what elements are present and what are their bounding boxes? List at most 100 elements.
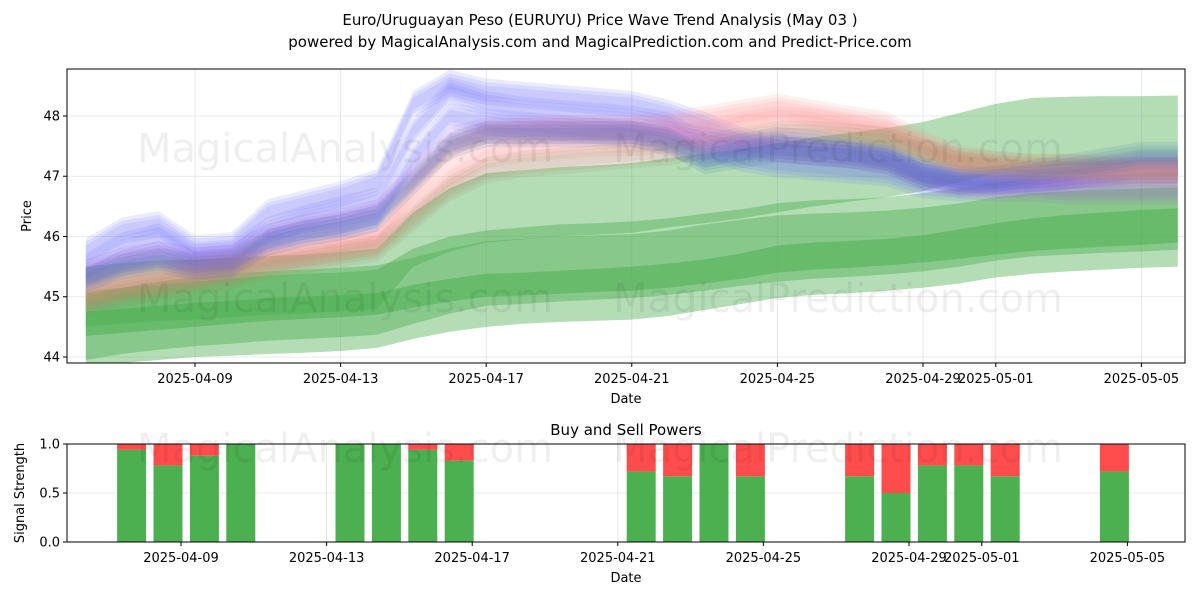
price-y-tick-label: 47 xyxy=(43,170,60,185)
watermark-prediction-top: MagicalPrediction.com xyxy=(613,126,1063,172)
watermark-prediction-bottom: MagicalPrediction.com xyxy=(613,426,1063,472)
price-x-tick-label: 2025-04-25 xyxy=(740,372,816,387)
buy-bar-2025-04-25 xyxy=(735,476,765,542)
signal-x-tick-label: 2025-04-09 xyxy=(143,551,219,566)
signal-x-tick-label: 2025-04-17 xyxy=(434,551,510,566)
signal-y-tick-label: 0.0 xyxy=(39,536,60,551)
signal-y-ticks: 0.0 0.5 1.0 xyxy=(39,438,67,551)
price-x-tick-label: 2025-05-05 xyxy=(1104,372,1180,387)
buy-bar-2025-04-11 xyxy=(226,444,256,542)
wave-series-5-band-1 xyxy=(85,105,1178,310)
signal-x-tick-label: 2025-04-13 xyxy=(289,551,365,566)
chart-title-line2: powered by MagicalAnalysis.com and Magic… xyxy=(288,33,912,51)
green-band-3 xyxy=(85,208,1178,336)
buy-bar-2025-04-16 xyxy=(408,449,438,542)
signal-y-tick-label: 0.5 xyxy=(39,487,60,502)
wave-series-4-band-2 xyxy=(85,97,1178,298)
green-band-4 xyxy=(85,172,1178,363)
signal-x-tick-label: 2025-04-25 xyxy=(726,551,802,566)
wave-series-6-band-1 xyxy=(85,120,1178,316)
wave-series-3-band-2 xyxy=(85,106,1178,292)
sell-bar-2025-05-01 xyxy=(954,444,984,466)
price-y-ticks: 44 45 46 47 48 xyxy=(43,109,67,365)
buy-bar-2025-04-09 xyxy=(153,465,183,542)
price-x-tick-label: 2025-04-21 xyxy=(594,372,670,387)
wave-series-3-band-3 xyxy=(85,110,1178,288)
watermark-analysis-mid: MagicalAnalysis.com xyxy=(137,276,553,322)
wave-series-5-band-2 xyxy=(85,109,1178,307)
buy-bar-2025-04-24 xyxy=(699,444,729,542)
buy-bar-2025-04-14 xyxy=(335,444,365,542)
price-y-tick-label: 46 xyxy=(43,230,60,245)
price-panel: MagicalAnalysis.com MagicalPrediction.co… xyxy=(20,68,1186,407)
price-grid xyxy=(67,69,1185,363)
sell-bar-2025-05-02 xyxy=(990,444,1020,477)
signal-x-tick-label: 2025-05-01 xyxy=(944,551,1020,566)
signal-y-tick-label: 1.0 xyxy=(39,438,60,453)
buy-bar-2025-05-01 xyxy=(954,465,984,542)
buy-bar-2025-04-28 xyxy=(845,476,875,542)
buy-bar-2025-04-17 xyxy=(444,460,474,542)
sell-bar-2025-04-25 xyxy=(735,444,765,477)
sell-bar-2025-04-28 xyxy=(845,444,875,477)
signal-x-tick-label: 2025-04-21 xyxy=(580,551,656,566)
wave-series-7-band-1 xyxy=(85,117,1178,286)
wave-series-4-band-3 xyxy=(85,100,1178,294)
price-x-tick-label: 2025-04-17 xyxy=(448,372,524,387)
sell-bar-2025-04-10 xyxy=(189,444,219,456)
buy-bar-2025-04-08 xyxy=(117,449,147,542)
chart-title-line1: Euro/Uruguayan Peso (EURUYU) Price Wave … xyxy=(342,11,857,29)
wave-series-1-band-2 xyxy=(85,73,1178,262)
wave-series-2-band-3 xyxy=(85,85,1178,273)
wave-series-8-band-2 xyxy=(85,124,1178,289)
price-y-tick-label: 48 xyxy=(43,109,60,124)
wave-series-1-band-1 xyxy=(85,69,1178,265)
price-x-ticks: 2025-04-09 2025-04-13 2025-04-17 2025-04-21… xyxy=(157,363,1179,387)
green-band-1 xyxy=(85,95,1178,327)
watermark-analysis-bottom: MagicalAnalysis.com xyxy=(137,426,553,472)
wave-series-7-band-2 xyxy=(85,121,1178,283)
wave-series-3-band-1 xyxy=(85,102,1178,295)
sell-bar-2025-04-29 xyxy=(881,444,911,493)
signal-panel: Buy and Sell Powers MagicalAnalysis.com … xyxy=(13,421,1186,586)
buy-bar-2025-04-15 xyxy=(371,444,401,542)
green-bands xyxy=(85,95,1178,363)
wave-series-2-band-2 xyxy=(85,82,1178,277)
sell-bar-2025-04-30 xyxy=(917,444,947,466)
wave-series-8-band-1 xyxy=(85,120,1178,292)
price-x-tick-label: 2025-04-09 xyxy=(157,372,233,387)
wave-series-6-band-2 xyxy=(85,124,1178,313)
wave-series-8-band-3 xyxy=(85,128,1178,285)
buy-bar-2025-05-02 xyxy=(990,476,1020,542)
signal-y-axis-label: Signal Strength xyxy=(13,443,28,543)
price-y-tick-label: 44 xyxy=(43,350,60,365)
buy-bar-2025-04-23 xyxy=(663,476,693,542)
buy-bar-2025-04-22 xyxy=(626,471,656,542)
buy-bar-2025-04-30 xyxy=(917,465,947,542)
signal-x-tick-label: 2025-04-29 xyxy=(871,551,947,566)
buy-bar-2025-04-29 xyxy=(881,493,911,542)
signal-panel-title: Buy and Sell Powers xyxy=(550,421,702,439)
wave-series-2-band-1 xyxy=(85,78,1178,280)
signal-x-tick-label: 2025-05-05 xyxy=(1090,551,1166,566)
sell-bar-2025-04-23 xyxy=(663,444,693,477)
wave-series xyxy=(85,69,1178,316)
watermark-analysis-top: MagicalAnalysis.com xyxy=(137,126,553,172)
sell-bar-2025-04-16 xyxy=(408,444,438,450)
buy-bar-2025-05-05 xyxy=(1099,471,1129,542)
signal-x-ticks: 2025-04-09 2025-04-13 2025-04-17 2025-04-21… xyxy=(143,542,1165,566)
sell-bar-2025-04-22 xyxy=(626,444,656,472)
price-x-tick-label: 2025-04-13 xyxy=(303,372,379,387)
price-y-axis-label: Price xyxy=(20,200,35,232)
sell-bar-2025-04-09 xyxy=(153,444,183,466)
signal-bars xyxy=(117,444,1129,542)
price-x-tick-label: 2025-05-01 xyxy=(958,372,1034,387)
price-y-tick-label: 45 xyxy=(43,290,60,305)
price-x-axis-label: Date xyxy=(610,392,641,407)
sell-bar-2025-04-17 xyxy=(444,444,474,461)
wave-series-4-band-1 xyxy=(85,93,1178,301)
price-x-tick-label: 2025-04-29 xyxy=(885,372,961,387)
sell-bar-2025-05-05 xyxy=(1099,444,1129,472)
sell-bar-2025-04-08 xyxy=(117,444,147,450)
